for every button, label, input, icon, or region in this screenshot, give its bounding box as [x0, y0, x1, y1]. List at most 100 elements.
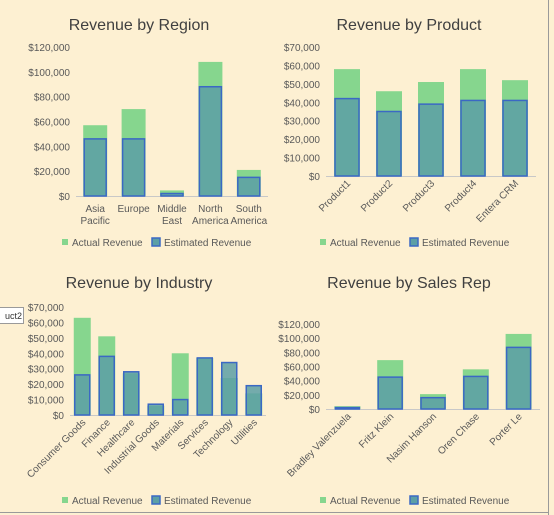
legend-swatch-actual: [320, 239, 326, 245]
chart-title: Revenue by Industry: [66, 275, 213, 292]
bar-estimated-revenue: [463, 375, 489, 410]
y-tick-label: $40,000: [34, 142, 71, 153]
y-tick-label: $20,000: [284, 135, 321, 146]
y-tick-label: $60,000: [284, 61, 321, 72]
y-tick-label: $0: [309, 172, 321, 183]
y-tick-label: $0: [309, 405, 321, 416]
x-category-label: Porter Le: [488, 411, 525, 448]
x-category-label: Product4: [443, 178, 479, 214]
legend-swatch-actual: [320, 497, 326, 503]
y-tick-label: $20,000: [284, 391, 321, 402]
y-tick-label: $10,000: [284, 154, 321, 165]
x-category-label: Pacific: [80, 216, 109, 227]
legend-swatch-actual: [62, 239, 68, 245]
bar-estimated-revenue: [98, 355, 115, 416]
bar-estimated-revenue: [196, 357, 213, 416]
bar-estimated-revenue: [420, 396, 446, 410]
bar-estimated-revenue: [83, 138, 107, 197]
y-tick-label: $0: [59, 192, 71, 203]
y-tick-label: $120,000: [28, 43, 70, 54]
legend-label-actual: Actual Revenue: [330, 496, 401, 507]
y-tick-label: $120,000: [278, 320, 320, 331]
y-tick-label: $40,000: [284, 377, 321, 388]
x-category-label: Middle: [157, 204, 187, 215]
bar-estimated-revenue: [376, 110, 402, 177]
x-category-label: North: [198, 204, 222, 215]
chart-title: Revenue by Product: [337, 17, 483, 34]
bar-estimated-revenue: [502, 99, 528, 177]
bar-estimated-revenue: [460, 99, 486, 177]
y-tick-label: $100,000: [278, 334, 320, 345]
legend-label-estimated: Estimated Revenue: [164, 238, 252, 249]
x-category-label: South: [236, 204, 262, 215]
y-tick-label: $70,000: [284, 43, 321, 54]
chart-revenue-by-product: Revenue by Product $0 $10,000 $20,000 $30,00…: [284, 17, 536, 249]
legend-label-actual: Actual Revenue: [330, 238, 401, 249]
bar-estimated-revenue: [237, 176, 261, 197]
bar-estimated-revenue: [147, 403, 164, 416]
y-tick-label: $40,000: [28, 349, 65, 360]
x-category-label: Asia: [85, 204, 105, 215]
x-category-label: America: [230, 216, 267, 227]
y-tick-label: $80,000: [284, 348, 321, 359]
bar-estimated-revenue: [198, 85, 223, 197]
bar-estimated-revenue: [123, 371, 140, 416]
legend-swatch-actual: [62, 497, 68, 503]
bar-estimated-revenue: [377, 376, 403, 410]
legend-swatch-estimated: [409, 495, 419, 505]
y-tick-label: $60,000: [34, 118, 71, 129]
bar-estimated-revenue: [334, 406, 361, 410]
bar-estimated-revenue: [160, 192, 184, 197]
y-tick-label: $60,000: [28, 318, 65, 329]
x-category-label: America: [192, 216, 229, 227]
legend-label-estimated: Estimated Revenue: [422, 496, 510, 507]
x-category-label: Utilities: [229, 417, 260, 448]
chart-revenue-by-industry: Revenue by Industry $0 $10,000 $20,000 $30,0…: [25, 275, 266, 507]
y-tick-label: $80,000: [34, 93, 71, 104]
x-category-label: Product2: [359, 178, 395, 214]
legend-swatch-estimated: [151, 495, 161, 505]
y-tick-label: $70,000: [28, 303, 65, 314]
y-tick-label: $50,000: [28, 334, 65, 345]
x-category-label: Consumer Goods: [25, 417, 88, 480]
bar-estimated-revenue: [505, 346, 532, 410]
legend-label-estimated: Estimated Revenue: [422, 238, 510, 249]
bar-estimated-revenue: [334, 97, 360, 177]
y-tick-label: $30,000: [28, 365, 65, 376]
frame-divider-right: [548, 0, 549, 515]
y-tick-label: $60,000: [284, 363, 321, 374]
y-tick-label: $20,000: [34, 167, 71, 178]
y-tick-label: $40,000: [284, 98, 321, 109]
bar-estimated-revenue: [245, 384, 262, 416]
chart-title: Revenue by Sales Rep: [327, 275, 491, 292]
bar-estimated-revenue: [172, 398, 189, 416]
legend-swatch-estimated: [151, 237, 161, 247]
x-category-label: Product3: [401, 178, 437, 214]
x-category-label: Europe: [117, 204, 150, 215]
y-tick-label: $20,000: [28, 380, 65, 391]
x-category-label: Fritz Klein: [357, 411, 396, 450]
bar-estimated-revenue: [221, 361, 238, 416]
y-tick-label: $30,000: [284, 117, 321, 128]
bar-estimated-revenue: [74, 374, 91, 416]
legend-label-actual: Actual Revenue: [72, 238, 143, 249]
bar-estimated-revenue: [121, 138, 146, 197]
legend-swatch-estimated: [409, 237, 419, 247]
x-category-label: East: [162, 216, 182, 227]
bar-estimated-revenue: [418, 103, 444, 177]
y-tick-label: $0: [53, 411, 65, 422]
x-category-label: Product1: [317, 178, 353, 214]
sheet-tab-fragment[interactable]: uct2: [0, 307, 24, 324]
frame-divider-bottom: [0, 512, 549, 513]
y-tick-label: $10,000: [28, 396, 65, 407]
x-category-label: Oren Chase: [436, 411, 482, 457]
y-tick-label: $100,000: [28, 68, 70, 79]
chart-revenue-by-region: Revenue by Region $0 $20,000 $40,000 $60,000…: [28, 17, 268, 249]
x-category-label: Bradley Valenzuela: [285, 411, 353, 479]
legend-label-estimated: Estimated Revenue: [164, 496, 252, 507]
x-category-label: Entera CRM: [474, 178, 521, 225]
y-tick-label: $50,000: [284, 80, 321, 91]
chart-revenue-by-sales-rep: Revenue by Sales Rep $0 $20,000 $40,000 $60,…: [278, 275, 540, 507]
legend-label-actual: Actual Revenue: [72, 496, 143, 507]
